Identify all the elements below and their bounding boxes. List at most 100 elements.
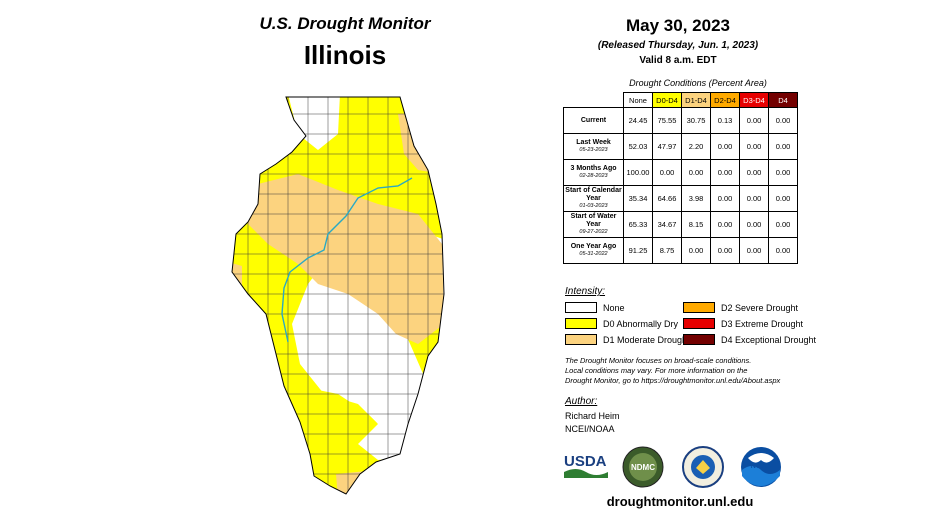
table-cell: 0.00 xyxy=(739,159,769,186)
table-cell: 91.25 xyxy=(623,237,653,264)
table-cell: 0.00 xyxy=(768,133,798,160)
col-header: D2-D4 xyxy=(710,92,740,108)
table-cell: 0.00 xyxy=(710,185,740,212)
county-lines xyxy=(232,97,444,494)
row-label: 3 Months Ago 02-28-2023 xyxy=(563,159,624,186)
table-cell: 0.00 xyxy=(652,159,682,186)
row-label: Last Week 05-23-2023 xyxy=(563,133,624,160)
table-cell: 47.97 xyxy=(652,133,682,160)
usda-logo: USDA xyxy=(564,453,608,478)
table-cell: 0.00 xyxy=(681,159,711,186)
ndmc-logo: NDMC xyxy=(622,446,664,488)
d1-region-west-edge xyxy=(232,262,242,294)
author-name: Richard Heim xyxy=(565,411,620,421)
drought-conditions-table: None D0-D4 D1-D4 D2-D4 D3-D4 D4 Current … xyxy=(563,92,798,264)
legend-swatch xyxy=(683,302,715,313)
legend-label: D2 Severe Drought xyxy=(721,302,799,313)
table-cell: 0.00 xyxy=(739,133,769,160)
table-cell: 52.03 xyxy=(623,133,653,160)
col-header: D4 xyxy=(768,92,798,108)
table-cell: 0.00 xyxy=(739,211,769,238)
col-header: D0-D4 xyxy=(652,92,682,108)
col-header: D3-D4 xyxy=(739,92,769,108)
legend-swatch xyxy=(683,334,715,345)
table-cell: 0.00 xyxy=(768,237,798,264)
row-label: Start of Water Year 09-27-2022 xyxy=(563,211,624,238)
legend-item-d3: D3 Extreme Drought xyxy=(683,318,803,329)
table-cell: 0.00 xyxy=(710,211,740,238)
table-cell: 100.00 xyxy=(623,159,653,186)
legend-item-d4: D4 Exceptional Drought xyxy=(683,334,816,345)
legend-label: None xyxy=(603,302,625,313)
table-cell: 0.00 xyxy=(739,237,769,264)
legend-label: D0 Abnormally Dry xyxy=(603,318,679,329)
table-cell: 65.33 xyxy=(623,211,653,238)
table-cell: 0.00 xyxy=(710,133,740,160)
d1-region-central xyxy=(248,174,444,344)
legend-swatch xyxy=(565,334,597,345)
table-cell: 24.45 xyxy=(623,107,653,134)
table-cell: 0.00 xyxy=(710,159,740,186)
legend-label: D4 Exceptional Drought xyxy=(721,334,817,345)
table-cell: 34.67 xyxy=(652,211,682,238)
table-cell: 0.00 xyxy=(739,185,769,212)
table-cell: 8.15 xyxy=(681,211,711,238)
table-cell: 0.00 xyxy=(768,211,798,238)
note-line: Local conditions may vary. For more info… xyxy=(565,366,748,375)
table-cell: 3.98 xyxy=(681,185,711,212)
table-cell: 35.34 xyxy=(623,185,653,212)
map-date: May 30, 2023 xyxy=(626,16,730,35)
author-title: Author: xyxy=(565,396,598,407)
d2-region-west xyxy=(232,278,236,296)
note-line: The Drought Monitor focuses on broad-sca… xyxy=(565,356,752,365)
illinois-drought-map xyxy=(231,96,445,495)
release-date: (Released Thursday, Jun. 1, 2023) xyxy=(597,40,759,51)
legend-item-d1: D1 Moderate Drought xyxy=(565,334,690,345)
legend-label: D1 Moderate Drought xyxy=(603,334,690,345)
table-cell: 0.00 xyxy=(681,237,711,264)
row-label: Current xyxy=(563,107,624,134)
author-org: NCEI/NOAA xyxy=(565,424,615,434)
legend-swatch xyxy=(565,318,597,329)
table-row: Start of Water Year 09-27-2022 65.33 34.6… xyxy=(563,211,798,238)
monitor-title: U.S. Drought Monitor xyxy=(259,14,431,33)
legend-label: D3 Extreme Drought xyxy=(721,318,804,329)
row-label: One Year Ago 05-31-2022 xyxy=(563,237,624,264)
table-header-row: None D0-D4 D1-D4 D2-D4 D3-D4 D4 xyxy=(564,92,798,108)
table-cell: 30.75 xyxy=(681,107,711,134)
legend-item-none: None xyxy=(565,302,625,313)
table-cell: 0.00 xyxy=(768,159,798,186)
table-cell: 2.20 xyxy=(681,133,711,160)
noaa-logo: NOAA xyxy=(741,447,781,487)
table-corner xyxy=(564,93,624,108)
svg-text:NOAA: NOAA xyxy=(751,463,772,470)
illinois-river xyxy=(281,177,413,343)
legend-item-d2: D2 Severe Drought xyxy=(683,302,798,313)
table-cell: 0.13 xyxy=(710,107,740,134)
table-cell: 64.66 xyxy=(652,185,682,212)
legend-swatch xyxy=(683,318,715,329)
commerce-seal-logo xyxy=(682,446,724,488)
col-header: D1-D4 xyxy=(681,92,711,108)
d0-region-west xyxy=(232,214,378,444)
table-row: Current 24.45 75.55 30.75 0.13 0.00 0.00 xyxy=(563,107,798,134)
website-link[interactable]: droughtmonitor.unl.edu xyxy=(606,494,754,509)
table-cell: 0.00 xyxy=(739,107,769,134)
row-label: Start of Calendar Year 01-03-2023 xyxy=(563,185,624,212)
svg-text:USDA: USDA xyxy=(564,453,607,470)
table-cell: 8.75 xyxy=(652,237,682,264)
table-cell: 0.00 xyxy=(768,107,798,134)
state-outline xyxy=(231,96,445,495)
disclaimer-note: The Drought Monitor focuses on broad-sca… xyxy=(565,356,805,386)
legend-title: Intensity: xyxy=(565,286,606,297)
table-cell: 0.00 xyxy=(710,237,740,264)
legend-item-d0: D0 Abnormally Dry xyxy=(565,318,678,329)
table-row: Last Week 05-23-2023 52.03 47.97 2.20 0.0… xyxy=(563,133,798,160)
table-cell: 75.55 xyxy=(652,107,682,134)
note-line[interactable]: Drought Monitor, go to https://droughtmo… xyxy=(565,376,781,385)
table-caption: Drought Conditions (Percent Area) xyxy=(629,78,767,88)
table-row: Start of Calendar Year 01-03-2023 35.34 6… xyxy=(563,185,798,212)
table-cell: 0.00 xyxy=(768,185,798,212)
valid-time: Valid 8 a.m. EDT xyxy=(639,55,717,66)
table-row: 3 Months Ago 02-28-2023 100.00 0.00 0.00 … xyxy=(563,159,798,186)
